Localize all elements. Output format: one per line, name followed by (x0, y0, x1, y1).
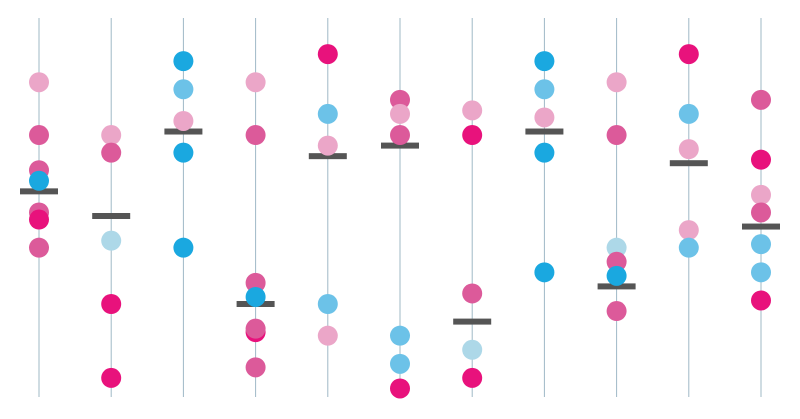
data-point (101, 142, 122, 163)
mean-marker (742, 223, 780, 230)
data-point (390, 378, 410, 399)
data-point (606, 72, 627, 93)
data-point (534, 79, 555, 100)
data-point (317, 135, 338, 156)
data-point (29, 72, 49, 93)
data-point (751, 234, 771, 255)
data-point (29, 125, 49, 146)
data-point (245, 318, 266, 339)
data-point (678, 139, 699, 160)
data-point (534, 107, 555, 128)
data-point (462, 125, 483, 146)
data-point (606, 251, 627, 272)
data-points (29, 44, 771, 399)
data-point (462, 100, 483, 121)
data-point (606, 265, 627, 286)
data-point (101, 125, 122, 146)
data-point (462, 367, 483, 388)
data-point (534, 51, 555, 72)
data-point (606, 125, 627, 146)
data-point (245, 272, 266, 293)
data-point (101, 367, 122, 388)
data-point (245, 72, 266, 93)
data-point (751, 89, 771, 110)
data-point (678, 103, 699, 124)
mean-marker (20, 188, 58, 195)
data-point (29, 209, 49, 230)
data-point (534, 262, 555, 283)
data-point (101, 294, 122, 314)
data-point (245, 125, 266, 146)
data-point (173, 51, 194, 72)
data-point (29, 237, 49, 258)
data-point (317, 294, 338, 314)
data-point (101, 230, 122, 251)
mean-marker (525, 128, 564, 135)
data-point (462, 283, 483, 304)
data-point (390, 103, 410, 124)
data-point (173, 142, 194, 163)
data-point (606, 237, 627, 258)
data-point (751, 262, 771, 283)
data-point (462, 339, 483, 360)
data-point (751, 149, 771, 170)
mean-marker (597, 283, 636, 290)
data-point (678, 237, 699, 258)
data-point (678, 44, 699, 65)
data-point (606, 301, 627, 322)
data-point (317, 44, 338, 65)
data-point (173, 237, 194, 258)
data-point (29, 170, 49, 191)
mean-marker (92, 213, 131, 219)
data-point (173, 79, 194, 100)
mean-marker (381, 142, 419, 149)
mean-marker (308, 153, 347, 160)
data-point (245, 286, 266, 307)
data-point (678, 220, 699, 241)
data-point (317, 325, 338, 346)
data-point (751, 184, 771, 205)
mean-marker (453, 318, 492, 325)
data-point (390, 353, 410, 374)
mean-marker (669, 160, 708, 167)
data-point (534, 142, 555, 163)
data-point (390, 89, 410, 110)
data-point (317, 103, 338, 124)
data-point (245, 357, 266, 378)
data-point (751, 290, 771, 311)
data-point (390, 325, 410, 346)
data-point (390, 125, 410, 146)
data-point (173, 110, 194, 131)
data-point (751, 202, 771, 223)
mean-marker (164, 128, 203, 135)
